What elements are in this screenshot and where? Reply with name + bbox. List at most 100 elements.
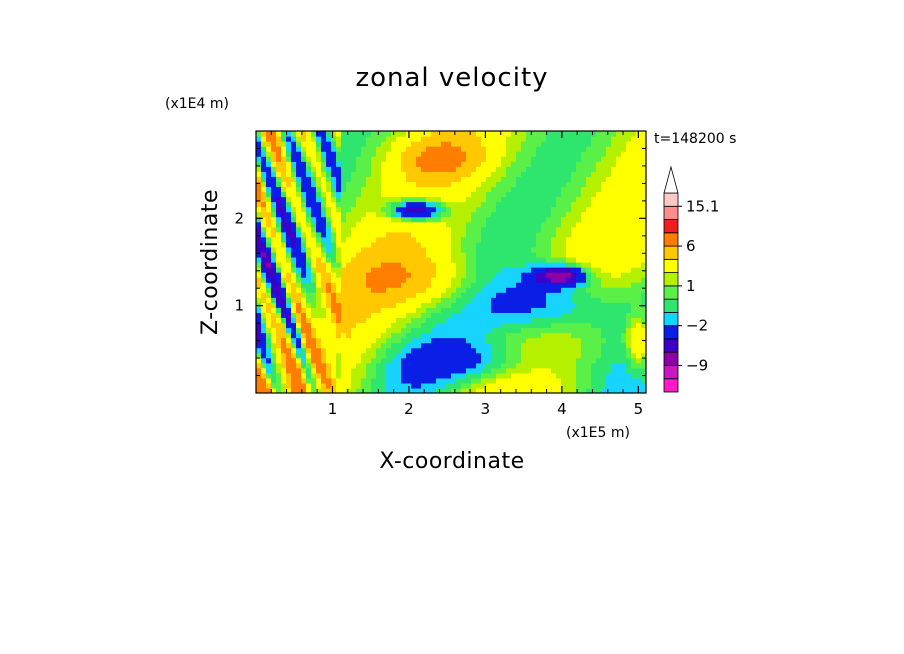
- heatmap-cell: [266, 236, 272, 243]
- x-tick-label: 2: [404, 400, 414, 418]
- heatmap-cell: [476, 236, 482, 243]
- heatmap-cell: [616, 387, 622, 393]
- heatmap-cell: [591, 241, 597, 248]
- heatmap-cell: [381, 357, 387, 364]
- heatmap-cell: [516, 267, 522, 273]
- heatmap-cell: [281, 256, 287, 263]
- heatmap-cell: [496, 377, 502, 384]
- heatmap-cell: [331, 292, 337, 298]
- heatmap-cell: [286, 206, 292, 213]
- heatmap-cell: [531, 216, 537, 223]
- heatmap-cell: [636, 337, 642, 344]
- heatmap-cell: [321, 201, 327, 208]
- heatmap-cell: [456, 136, 462, 142]
- heatmap-cell: [506, 262, 512, 268]
- heatmap-cell: [471, 317, 477, 324]
- heatmap-cell: [371, 251, 377, 258]
- heatmap-cell: [441, 272, 447, 278]
- heatmap-cell: [341, 377, 347, 384]
- heatmap-cell: [426, 226, 432, 233]
- heatmap-cell: [516, 246, 522, 253]
- heatmap-cell: [291, 216, 297, 223]
- heatmap-cell: [431, 297, 437, 303]
- heatmap-cell: [406, 267, 412, 273]
- heatmap-cell: [421, 186, 427, 193]
- heatmap-cell: [326, 196, 332, 203]
- heatmap-cell: [466, 292, 472, 298]
- heatmap-cell: [326, 221, 332, 228]
- heatmap-cell: [481, 342, 487, 349]
- heatmap-cell: [526, 282, 532, 288]
- heatmap-cell: [266, 312, 272, 319]
- heatmap-cell: [411, 176, 417, 182]
- heatmap-cell: [496, 256, 502, 263]
- heatmap-cell: [521, 141, 527, 147]
- heatmap-cell: [381, 337, 387, 344]
- heatmap-cell: [281, 176, 287, 182]
- heatmap-cell: [401, 196, 407, 203]
- heatmap-cell: [631, 307, 637, 313]
- heatmap-cell: [586, 362, 592, 369]
- heatmap-cell: [556, 251, 562, 258]
- heatmap-cell: [616, 241, 622, 248]
- heatmap-cell: [636, 256, 642, 263]
- heatmap-cell: [556, 176, 562, 182]
- heatmap-cell: [386, 161, 392, 167]
- heatmap-cell: [616, 151, 622, 157]
- heatmap-cell: [416, 262, 422, 268]
- heatmap-cell: [456, 246, 462, 253]
- heatmap-cell: [291, 377, 297, 384]
- heatmap-cell: [521, 151, 527, 157]
- heatmap-cell: [311, 387, 317, 393]
- heatmap-cell: [621, 166, 627, 172]
- heatmap-cell: [406, 347, 412, 354]
- heatmap-cell: [486, 312, 492, 319]
- heatmap-cell: [456, 161, 462, 167]
- heatmap-cell: [286, 231, 292, 238]
- heatmap-cell: [416, 357, 422, 364]
- heatmap-cell: [321, 382, 327, 389]
- heatmap-cell: [436, 206, 442, 213]
- heatmap-cell: [491, 377, 497, 384]
- heatmap-cell: [476, 352, 482, 359]
- heatmap-cell: [506, 201, 512, 208]
- heatmap-cell: [306, 146, 312, 152]
- heatmap-cell: [546, 382, 552, 389]
- heatmap-cell: [526, 226, 532, 233]
- heatmap-cell: [396, 362, 402, 369]
- heatmap-cell: [486, 367, 492, 374]
- heatmap-cell: [446, 262, 452, 268]
- heatmap-cell: [406, 171, 412, 177]
- heatmap-cell: [596, 317, 602, 324]
- colorbar-segment: [663, 298, 679, 313]
- heatmap-cell: [626, 337, 632, 344]
- heatmap-cell: [351, 181, 357, 188]
- heatmap-cell: [621, 297, 627, 303]
- heatmap-cell: [506, 166, 512, 172]
- heatmap-cell: [611, 221, 617, 228]
- heatmap-cell: [426, 337, 432, 344]
- heatmap-cell: [406, 196, 412, 203]
- heatmap-cell: [561, 216, 567, 223]
- heatmap-cell: [466, 191, 472, 198]
- heatmap-cell: [516, 302, 522, 308]
- heatmap-cell: [316, 236, 322, 243]
- heatmap-cell: [281, 342, 287, 349]
- heatmap-cell: [281, 317, 287, 324]
- heatmap-cell: [586, 206, 592, 213]
- heatmap-cell: [336, 332, 342, 339]
- heatmap-cell: [361, 146, 367, 152]
- heatmap-cell: [286, 211, 292, 218]
- heatmap-cell: [371, 282, 377, 288]
- heatmap-cell: [346, 226, 352, 233]
- heatmap-cell: [416, 241, 422, 248]
- heatmap-cell: [621, 312, 627, 319]
- heatmap-cell: [381, 382, 387, 389]
- heatmap-cell: [406, 251, 412, 258]
- heatmap-cell: [291, 211, 297, 218]
- heatmap-cell: [546, 236, 552, 243]
- heatmap-cell: [546, 201, 552, 208]
- heatmap-cell: [386, 226, 392, 233]
- heatmap-cell: [641, 267, 646, 273]
- heatmap-cell: [631, 347, 637, 354]
